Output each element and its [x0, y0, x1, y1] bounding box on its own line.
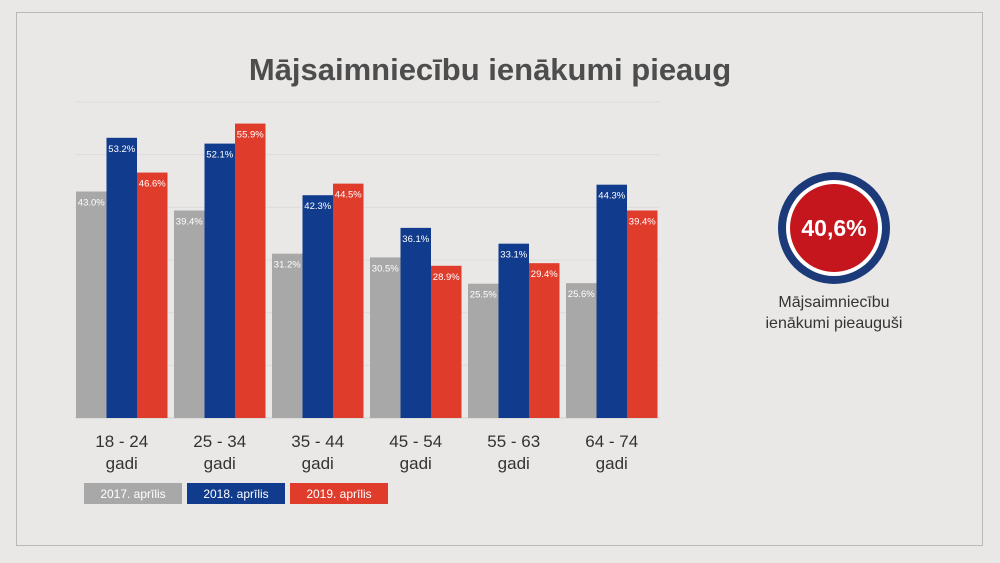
bar [137, 172, 168, 418]
x-tick-label: gadi [596, 454, 628, 473]
bar-value-label: 31.2% [274, 260, 301, 271]
bar [498, 243, 529, 418]
bar-value-label: 25.6% [568, 289, 595, 300]
x-tick-label: 64 - 74 [585, 432, 638, 451]
kpi-value: 40,6% [801, 214, 867, 241]
bar [272, 253, 303, 418]
bar [370, 257, 401, 418]
bar-value-label: 53.2% [108, 144, 135, 155]
bar-value-label: 55.9% [237, 130, 264, 141]
bar-value-label: 33.1% [500, 250, 527, 261]
legend-label: 2017. aprīlis [100, 487, 165, 501]
x-tick-label: 45 - 54 [389, 432, 442, 451]
chart-title: Mājsaimniecību ienākumi pieaug [0, 52, 1000, 92]
x-tick-label: 25 - 34 [193, 432, 246, 451]
x-tick-label: gadi [498, 454, 530, 473]
bar-value-label: 36.1% [402, 234, 429, 245]
bar [529, 263, 560, 418]
bar-value-label: 46.6% [139, 179, 166, 190]
bar-value-label: 39.4% [629, 216, 656, 227]
bar-value-label: 28.9% [433, 272, 460, 283]
x-tick-label: gadi [204, 454, 236, 473]
legend-swatch [187, 483, 285, 504]
x-tick-label: gadi [400, 454, 432, 473]
legend-swatch [290, 483, 388, 504]
x-tick-label: 35 - 44 [291, 432, 344, 451]
bar [235, 123, 266, 419]
kpi-circle: 40,6% [790, 184, 878, 272]
bar-value-label: 44.3% [598, 191, 625, 202]
bar [204, 143, 235, 418]
bar-value-label: 25.5% [470, 290, 497, 301]
bar [333, 183, 364, 418]
bar [174, 210, 205, 418]
bar [627, 210, 658, 418]
bar [400, 227, 431, 418]
legend-swatch [84, 483, 182, 504]
kpi-caption-line2: ienākumi pieauguši [765, 315, 903, 332]
bar-value-label: 30.5% [372, 263, 399, 274]
kpi-caption-line1: Mājsaimniecību [778, 294, 890, 311]
x-tick-label: 55 - 63 [487, 432, 540, 451]
kpi-caption: Mājsaimniecību ienākumi pieauguši [738, 292, 930, 334]
chart-title-text: Mājsaimniecību ienākumi pieaug [248, 52, 732, 87]
bar-value-label: 29.4% [531, 269, 558, 280]
bar-value-label: 43.0% [78, 198, 105, 209]
bar-value-label: 44.5% [335, 190, 362, 201]
bar [431, 265, 462, 418]
bar [468, 283, 499, 418]
bar-value-label: 52.1% [206, 150, 233, 161]
bar [76, 191, 107, 418]
x-tick-label: gadi [302, 454, 334, 473]
bar-value-label: 42.3% [304, 201, 331, 212]
bar [566, 283, 597, 418]
chart-frame [16, 12, 983, 546]
bar [596, 184, 627, 418]
bar [302, 195, 333, 418]
legend-label: 2019. aprīlis [306, 487, 371, 501]
x-tick-label: 18 - 24 [95, 432, 148, 451]
bar [106, 137, 137, 418]
legend-label: 2018. aprīlis [203, 487, 268, 501]
bar-value-label: 39.4% [176, 216, 203, 227]
x-tick-label: gadi [106, 454, 138, 473]
